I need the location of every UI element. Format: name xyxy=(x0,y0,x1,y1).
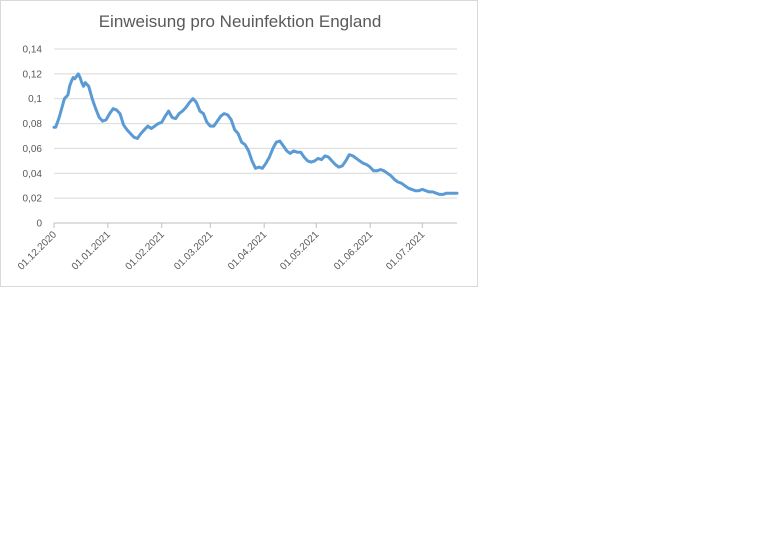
y-tick-label: 0,04 xyxy=(23,169,43,180)
x-tick-label: 01.04.2021 xyxy=(226,229,269,272)
y-tick-label: 0,02 xyxy=(23,194,43,205)
series-line xyxy=(52,72,459,196)
y-tick-label: 0,06 xyxy=(23,144,43,155)
chart-title: Einweisung pro Neuinfektion England xyxy=(98,12,382,31)
y-tick-label: 0,12 xyxy=(23,69,43,80)
y-tick-label: 0,1 xyxy=(28,94,42,105)
x-tick-label: 01.07.2021 xyxy=(384,229,427,272)
x-tick-label: 01.06.2021 xyxy=(332,229,375,272)
line-chart: 0 0,02 0,04 0,06 0,08 0,1 0,12 0,14 01.12.2020 01… xyxy=(16,45,459,273)
x-tick-label: 01.05.2021 xyxy=(278,229,321,272)
x-tick-label: 01.12.2020 xyxy=(16,229,59,272)
x-tick-label: 01.03.2021 xyxy=(172,229,215,272)
x-tick-label: 01.01.2021 xyxy=(70,229,113,272)
y-tick-label: 0,14 xyxy=(23,45,43,56)
x-tick-label: 01.02.2021 xyxy=(124,229,167,272)
y-tick-label: 0,08 xyxy=(23,119,43,130)
chart-area: Einweisung pro Neuinfektion England 0 0,0… xyxy=(0,0,478,287)
y-tick-label: 0 xyxy=(36,219,42,230)
